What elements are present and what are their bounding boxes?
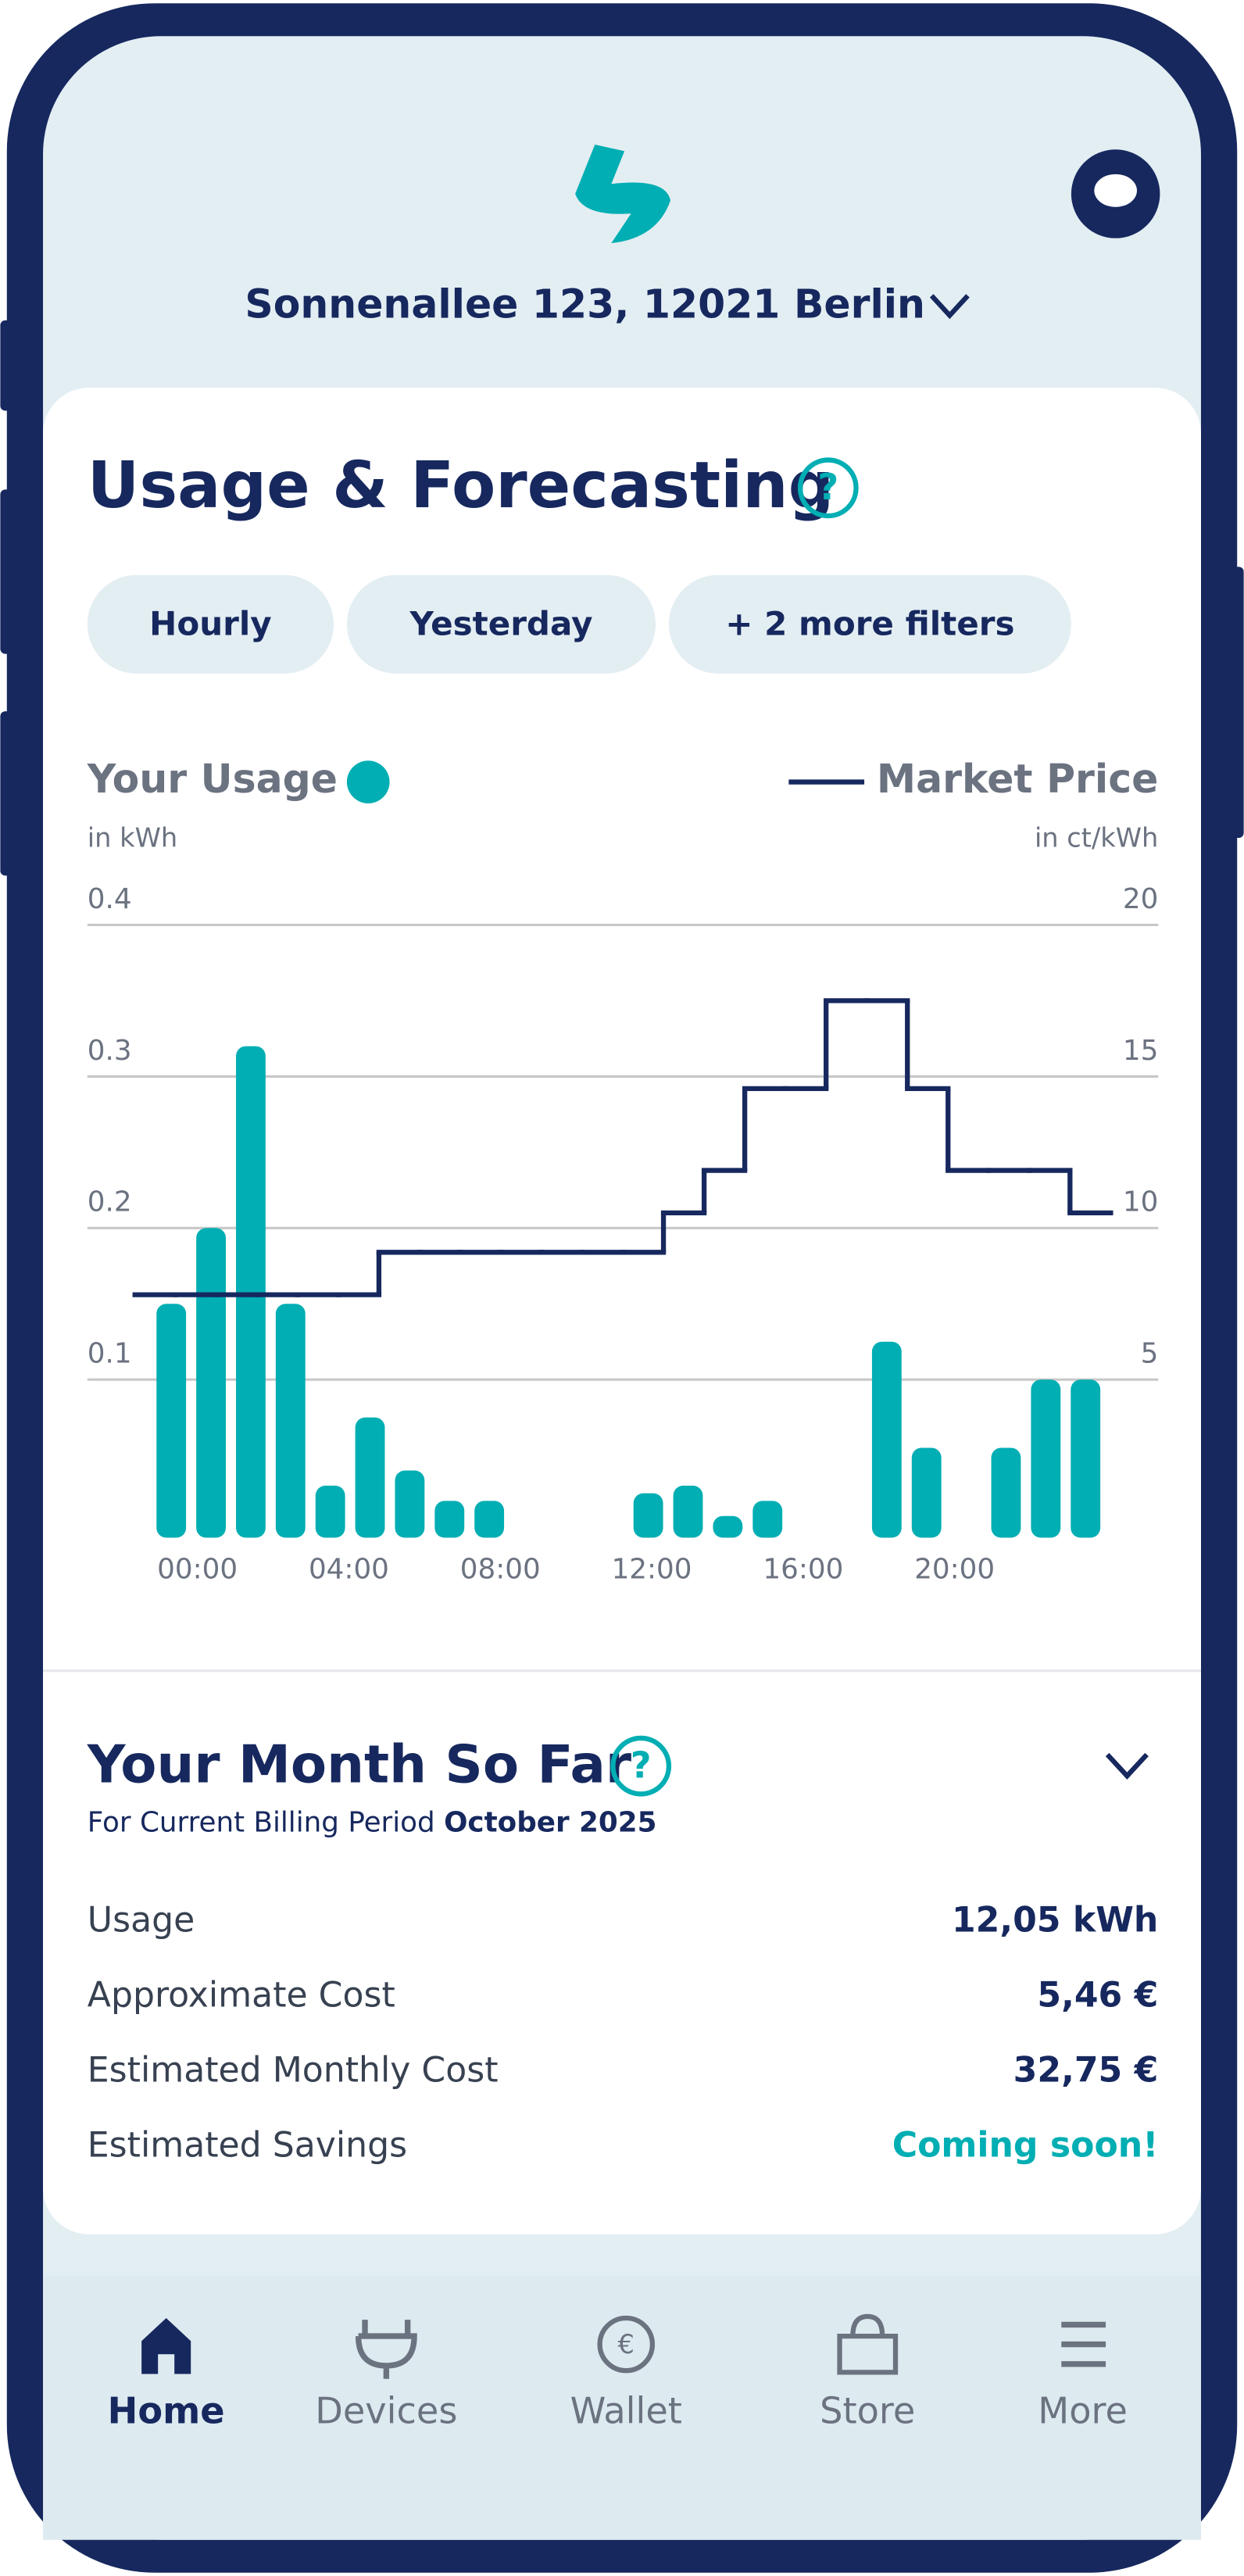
filter-chip[interactable] bbox=[87, 574, 334, 674]
x-tick-label: 12:00 bbox=[612, 1554, 692, 1586]
x-tick-label: 04:00 bbox=[309, 1554, 389, 1586]
filter-chip[interactable] bbox=[668, 574, 1071, 674]
bar bbox=[395, 1470, 425, 1538]
y2-tick-label: 20 bbox=[1123, 883, 1158, 915]
y2-tick-label: 10 bbox=[1123, 1186, 1158, 1218]
address[interactable]: Sonnenallee 123, 12021 Berlin bbox=[245, 281, 925, 327]
bar bbox=[156, 1304, 187, 1538]
y2-tick-label: 15 bbox=[1123, 1035, 1158, 1067]
x-tick-label: 20:00 bbox=[914, 1554, 995, 1586]
y2-tick-label: 5 bbox=[1141, 1338, 1159, 1370]
legend-price: Market Price bbox=[877, 756, 1158, 802]
bar bbox=[196, 1228, 226, 1538]
filter-chip[interactable] bbox=[346, 574, 656, 674]
side-button bbox=[0, 320, 14, 411]
y-tick-label: 0.1 bbox=[88, 1338, 132, 1370]
help-circle[interactable] bbox=[797, 457, 859, 519]
y-tick-label: 0.4 bbox=[88, 883, 132, 915]
bar bbox=[752, 1501, 783, 1538]
bar bbox=[713, 1515, 743, 1538]
period-line: For Current Billing Period October 2025 bbox=[88, 1806, 657, 1838]
y2-axis-label: in ct/kWh bbox=[1035, 823, 1158, 853]
bar bbox=[434, 1501, 465, 1538]
bar bbox=[275, 1304, 306, 1538]
x-tick-label: 00:00 bbox=[157, 1554, 238, 1586]
filter-label[interactable]: Hourly bbox=[149, 604, 272, 642]
y-tick-label: 0.2 bbox=[88, 1186, 132, 1218]
more-icon[interactable] bbox=[1061, 2321, 1106, 2367]
bar bbox=[871, 1341, 902, 1538]
help-icon[interactable]: ? bbox=[797, 457, 859, 519]
bar bbox=[355, 1417, 385, 1538]
y-tick-label: 0.3 bbox=[88, 1035, 132, 1067]
bar bbox=[673, 1485, 703, 1538]
bar bbox=[1031, 1379, 1061, 1538]
month-title: Your Month So Far bbox=[87, 1733, 631, 1794]
chat-bubble bbox=[1094, 174, 1137, 207]
bar bbox=[911, 1447, 942, 1538]
nav-label[interactable]: More bbox=[1038, 2389, 1128, 2431]
row-value: 12,05 kWh bbox=[952, 1900, 1158, 1940]
side-button bbox=[1230, 567, 1244, 839]
nav-label[interactable]: Home bbox=[108, 2389, 225, 2431]
bar bbox=[633, 1493, 663, 1538]
period-prefix: For Current Billing Period bbox=[88, 1806, 435, 1838]
nav-icons: € bbox=[141, 2313, 1106, 2379]
legend-usage: Your Usage bbox=[87, 756, 338, 802]
help-icon[interactable]: ? bbox=[610, 1735, 672, 1797]
usage-title: Usage & Forecasting bbox=[88, 449, 835, 523]
row-value: 32,75 € bbox=[1013, 2051, 1159, 2091]
home-icon[interactable] bbox=[141, 2317, 191, 2374]
row-label: Estimated Savings bbox=[88, 2126, 407, 2166]
x-tick-label: 16:00 bbox=[763, 1554, 843, 1586]
filter-label[interactable]: + 2 more filters bbox=[725, 604, 1014, 642]
nav-label[interactable]: Store bbox=[820, 2389, 915, 2431]
period: October 2025 bbox=[444, 1806, 656, 1838]
help-glyph: ? bbox=[817, 466, 838, 508]
help-glyph: ? bbox=[631, 1744, 652, 1786]
row-value: 5,46 € bbox=[1037, 1975, 1158, 2015]
bar bbox=[315, 1485, 345, 1538]
y-axis-label: in kWh bbox=[88, 823, 177, 853]
row-label: Approximate Cost bbox=[88, 1975, 395, 2015]
legend-usage-dot bbox=[346, 760, 390, 803]
side-button bbox=[0, 711, 14, 876]
address-chevron[interactable] bbox=[929, 294, 970, 320]
euro-glyph: € bbox=[618, 2329, 635, 2360]
store-icon[interactable] bbox=[837, 2313, 899, 2375]
bar bbox=[991, 1447, 1021, 1538]
row-label: Usage bbox=[88, 1900, 195, 1940]
chat-button[interactable] bbox=[1071, 149, 1160, 238]
side-button bbox=[0, 489, 14, 654]
devices-icon[interactable] bbox=[355, 2320, 417, 2379]
wallet-icon[interactable] bbox=[597, 2315, 656, 2374]
nav-label[interactable]: Wallet bbox=[570, 2389, 682, 2431]
filter-label[interactable]: Yesterday bbox=[409, 604, 593, 642]
help-circle[interactable] bbox=[610, 1735, 672, 1797]
row-label: Estimated Monthly Cost bbox=[88, 2051, 499, 2091]
bar bbox=[236, 1046, 266, 1538]
logo bbox=[575, 144, 671, 244]
card bbox=[43, 388, 1201, 2234]
bar bbox=[1071, 1379, 1101, 1538]
nav-label[interactable]: Devices bbox=[315, 2389, 457, 2431]
x-tick-label: 08:00 bbox=[460, 1554, 541, 1586]
row-value: Coming soon! bbox=[892, 2126, 1159, 2166]
bar bbox=[474, 1501, 505, 1538]
collapse-chevron[interactable] bbox=[1105, 1752, 1149, 1780]
